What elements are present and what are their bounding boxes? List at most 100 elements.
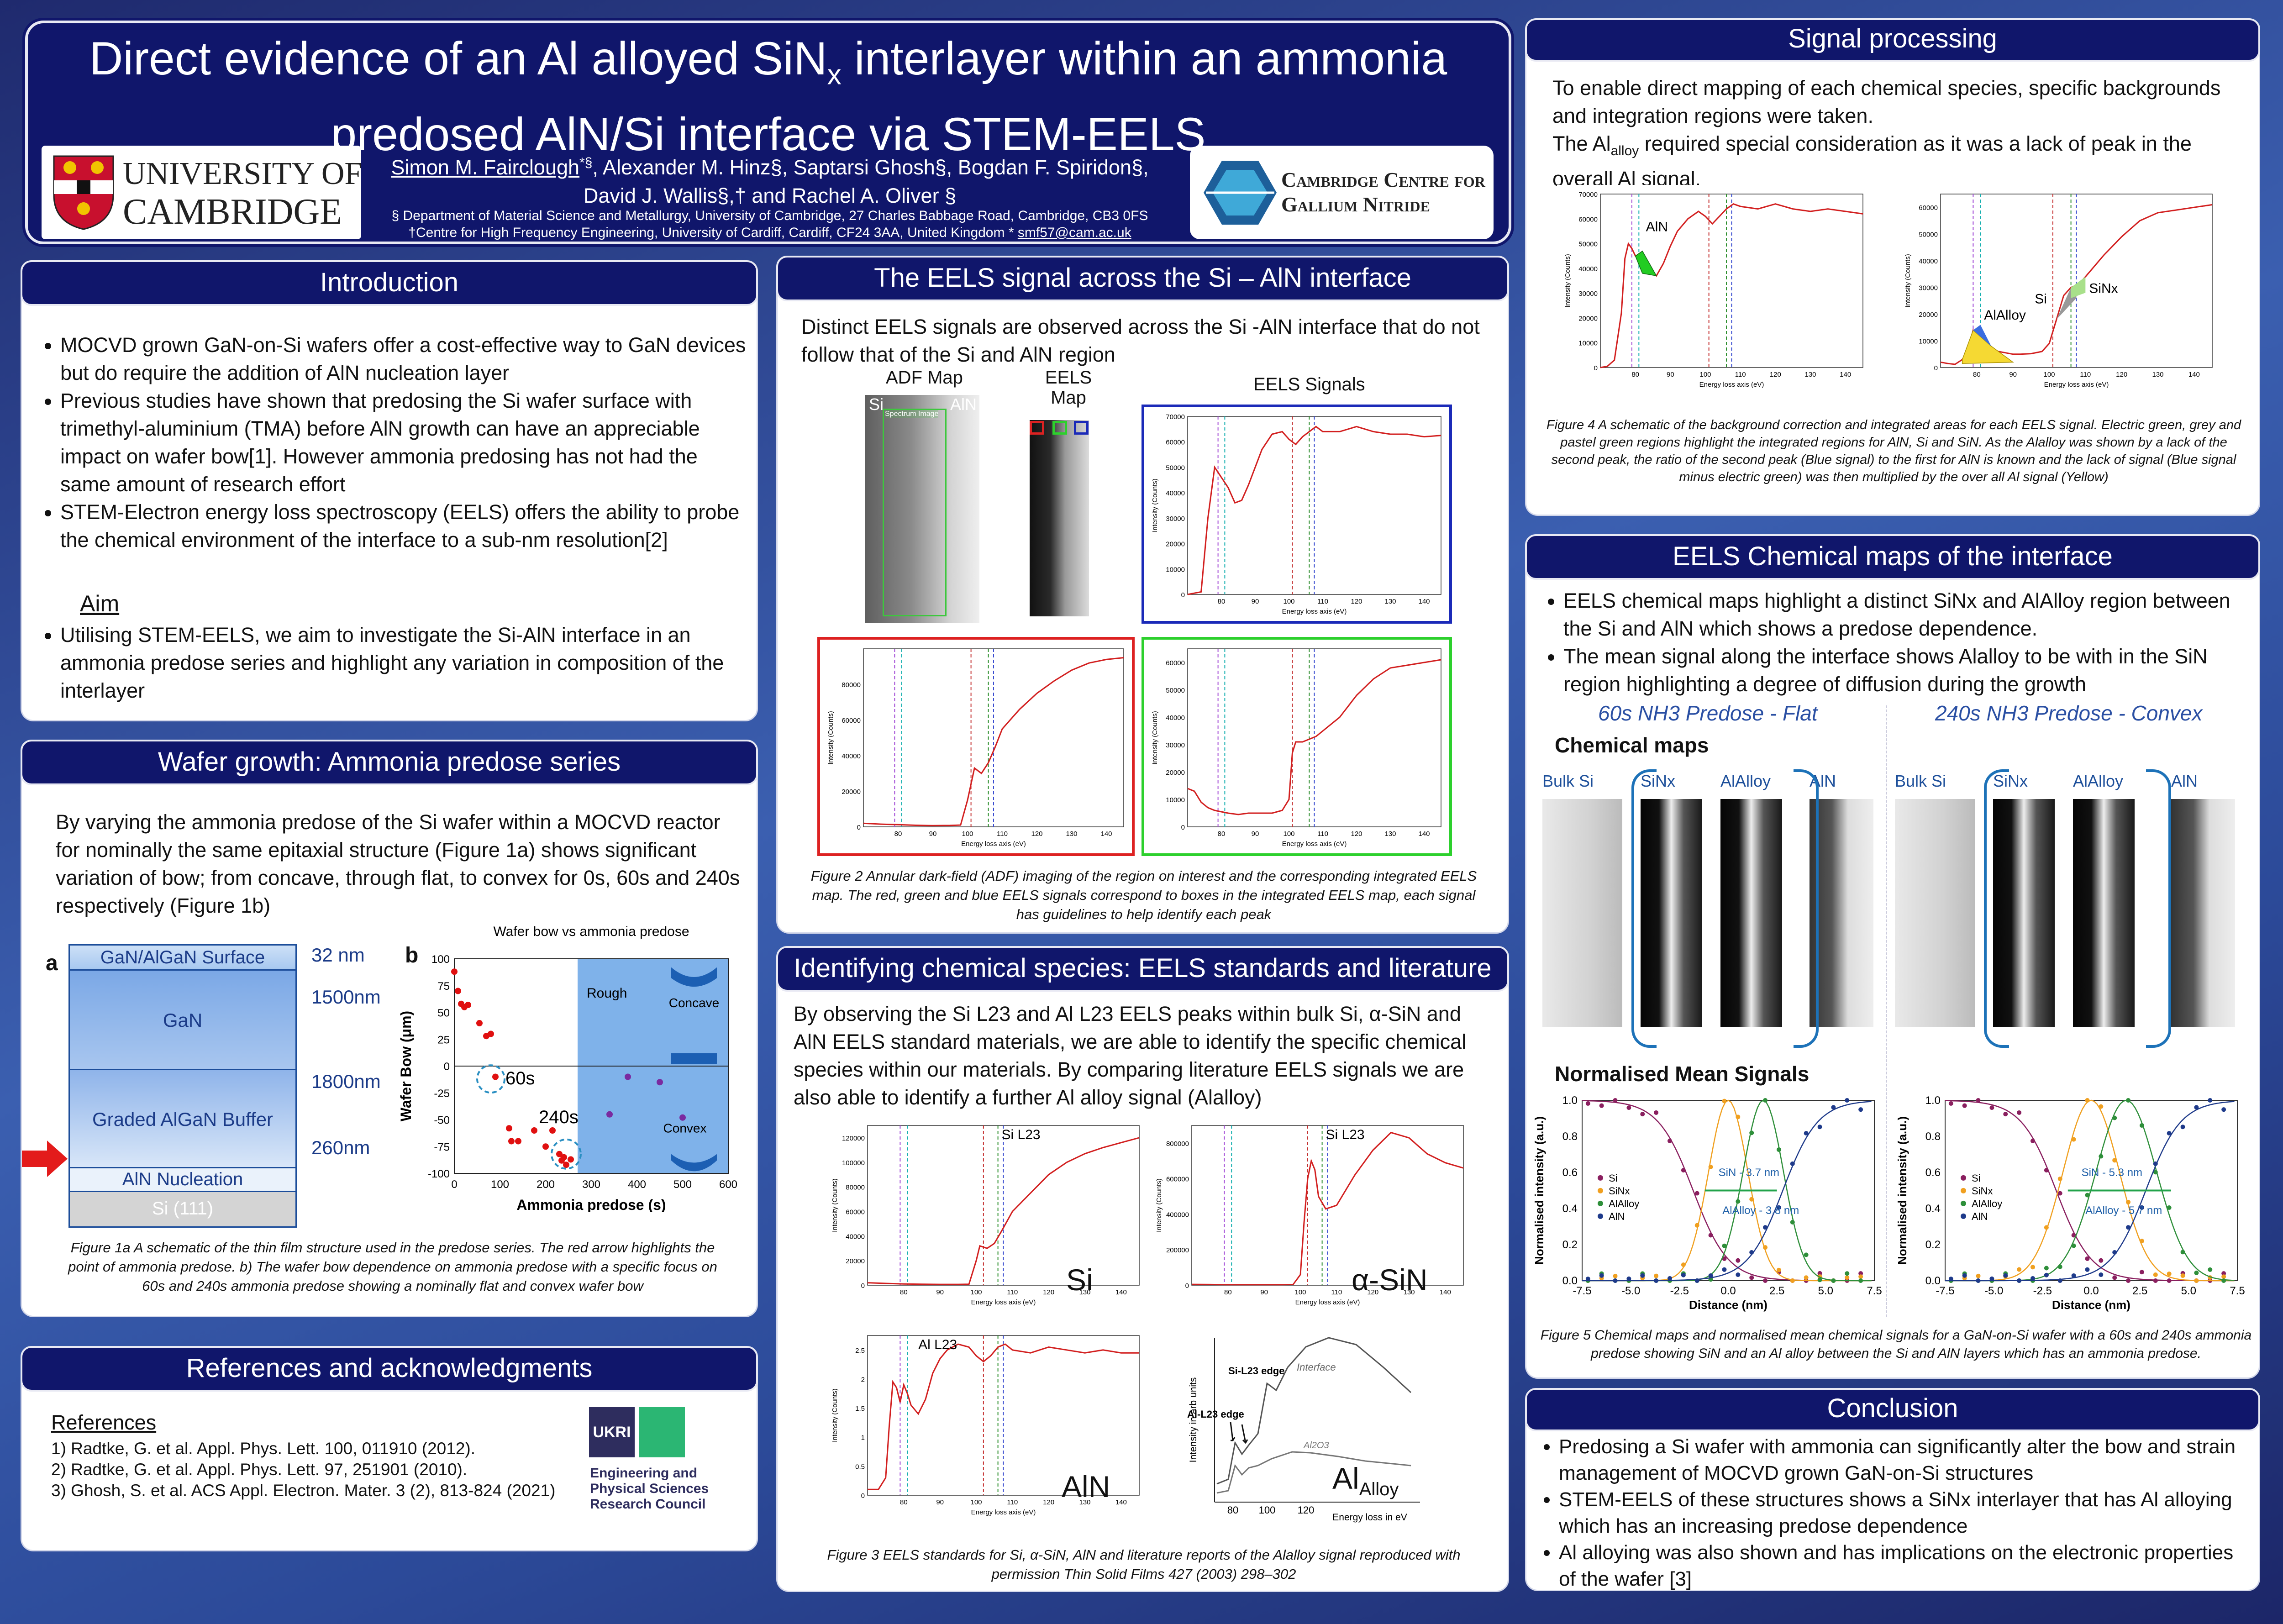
signal-data-point <box>1654 1278 1659 1283</box>
x-tick-label: 120 <box>1031 830 1042 838</box>
chem-map-bracket <box>1794 769 1819 1048</box>
x-tick-label: 140 <box>1840 371 1851 378</box>
signal-data-point <box>1722 1267 1727 1272</box>
signal-data-point <box>1585 1277 1590 1282</box>
signal-data-point <box>1962 1103 1967 1108</box>
signal-fit-line <box>1945 1101 2235 1282</box>
signal-data-point <box>2221 1274 2226 1279</box>
signal-data-point <box>1626 1105 1631 1110</box>
reference-item: 1) Radtke, G. et al. Appl. Phys. Lett. 1… <box>51 1439 475 1458</box>
x-tick-label: 0.0 <box>2083 1285 2099 1297</box>
signal-data-point <box>1989 1105 1994 1110</box>
x-axis-label: Energy loss axis (eV) <box>1282 608 1347 615</box>
ccgan-hexagon-icon <box>1204 161 1277 225</box>
data-point <box>488 1030 494 1037</box>
signal-data-point <box>1804 1252 1809 1257</box>
signal-data-point <box>2194 1278 2199 1283</box>
signal-data-point <box>1694 1223 1699 1228</box>
layer-stack: GaN/AlGaN Surface GaN Graded AlGaN Buffe… <box>68 944 297 1228</box>
epsrc-text: Engineering and Physical Sciences Resear… <box>590 1466 709 1512</box>
conclusion-bullet: STEM-EELS of these structures shows a Si… <box>1559 1487 2247 1540</box>
legend-marker <box>1598 1200 1603 1206</box>
y-axis-label: Intensity (Counts) <box>1904 254 1912 308</box>
signal-data-point <box>1749 1197 1754 1202</box>
y-tick-label: 20000 <box>846 1257 865 1265</box>
intro-header: Introduction <box>21 260 758 306</box>
data-point <box>568 1156 574 1163</box>
data-point <box>625 1073 631 1080</box>
y-tick-label: 1.5 <box>855 1405 865 1413</box>
signal-data-point <box>2017 1278 2022 1283</box>
normalised-signal-convex-chart: -7.5 -5.0 -2.5 0.0 2.5 5.0 7.5 0.0 0.2 0.4 0.6 0.8 1… <box>1895 1094 2245 1312</box>
x-tick-label: 110 <box>1317 598 1328 605</box>
spectrum-line <box>1187 659 1441 815</box>
signal-data-point <box>2057 1177 2062 1182</box>
eels-map-label: EELS Map <box>1045 368 1092 408</box>
label-240s: 240s <box>539 1107 579 1127</box>
signal-data-point <box>2085 1098 2090 1103</box>
signal-data-point <box>2099 1154 2104 1159</box>
signal-data-point <box>1722 1098 1727 1104</box>
y-tick-label: 30000 <box>1919 284 1938 292</box>
signal-data-point <box>2126 1278 2131 1283</box>
y-axis-label: Intensity (Counts) <box>831 1178 839 1232</box>
x-tick-label: 120 <box>1043 1288 1054 1296</box>
wafer-header: Wafer growth: Ammonia predose series <box>21 740 758 785</box>
data-point <box>679 1114 686 1121</box>
y-tick-label: -75 <box>434 1141 450 1153</box>
y-tick-label: 50000 <box>1578 241 1598 248</box>
y-tick-label: 400000 <box>1166 1211 1189 1219</box>
figure5-caption: Figure 5 Chemical maps and normalised me… <box>1540 1328 2252 1361</box>
x-tick-label: 130 <box>1384 830 1396 838</box>
signal-data-point <box>1749 1275 1754 1280</box>
signal-data-point <box>1749 1130 1754 1135</box>
chem-map-bracket <box>1984 769 2009 1048</box>
signal-data-point <box>1976 1098 1981 1103</box>
legend-label: AlAlloy <box>1972 1198 2002 1209</box>
signal-data-point <box>2153 1161 2158 1166</box>
signal-data-point <box>2167 1205 2172 1210</box>
aim-label: Aim <box>80 591 120 616</box>
legend-marker <box>1598 1175 1603 1181</box>
x-tick-label: 110 <box>1331 1288 1342 1296</box>
y-tick-label: 50 <box>437 1007 450 1020</box>
x-tick-label: 300 <box>582 1178 600 1191</box>
signal-data-point <box>2221 1107 2226 1112</box>
signal-data-point <box>2071 1273 2076 1278</box>
convex-label: Convex <box>663 1121 707 1135</box>
alalloy-integration-area <box>1962 329 2014 364</box>
y-tick-label: 100000 <box>842 1159 865 1167</box>
y-tick-label: 0 <box>1185 1282 1189 1290</box>
x-tick-label: 120 <box>1351 598 1362 605</box>
signal-data-point <box>2112 1275 2117 1280</box>
signal-data-point <box>2153 1278 2158 1283</box>
layer-surface: GaN/AlGaN Surface <box>68 944 297 971</box>
thickness-gan: 1500nm <box>311 986 381 1008</box>
sinx-area-label: SiNx <box>2089 281 2118 296</box>
intro-panel <box>21 260 758 721</box>
signal-data-point <box>1989 1276 1994 1281</box>
data-point <box>455 988 461 994</box>
signal-data-point <box>2085 1256 2090 1261</box>
x-tick-label: 100 <box>970 1498 982 1506</box>
signal-data-point <box>2003 1273 2008 1278</box>
data-point <box>657 1079 663 1086</box>
signal-data-point <box>1845 1271 1850 1276</box>
x-axis-label: Energy loss axis (eV) <box>2044 381 2109 389</box>
data-point <box>563 1162 569 1168</box>
sin-integration-area <box>2071 277 2086 298</box>
rough-region-label: Rough <box>587 986 627 1001</box>
y-tick-label: 10000 <box>1578 340 1598 347</box>
signal-data-point <box>1736 1258 1741 1263</box>
affiliation-1: § Department of Material Science and Met… <box>391 208 1148 223</box>
email-link[interactable]: smf57@cam.ac.uk <box>1017 225 1131 240</box>
highlight-60s <box>476 1064 505 1094</box>
layer-aln: AlN Nucleation <box>68 1168 297 1192</box>
y-tick-label: 200000 <box>1166 1246 1189 1254</box>
spectrum-line <box>1191 1131 1464 1286</box>
lit-y-axis-label: Intensity in arb units <box>1188 1377 1199 1463</box>
data-point <box>492 1073 499 1080</box>
x-tick-label: 2.5 <box>2132 1285 2147 1297</box>
figure3-caption: Figure 3 EELS standards for Si, α-SiN, A… <box>827 1547 1461 1582</box>
lit-al2o3-line <box>1216 1451 1411 1494</box>
